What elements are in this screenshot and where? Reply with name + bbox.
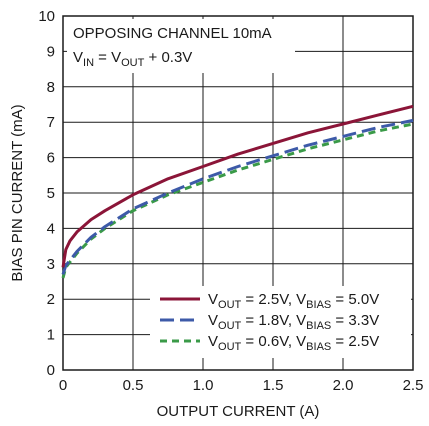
anno2-out-sub: OUT (121, 57, 145, 69)
y-tick-labels: 0 1 2 3 4 5 6 7 8 9 10 (38, 8, 55, 379)
anno2-in-sub: IN (83, 57, 94, 69)
y-axis-title: BIAS PIN CURRENT (mA) (9, 104, 26, 281)
legend-entry: VOUT = 0.6V, VBIAS = 2.5V (208, 333, 379, 353)
series-line (61, 104, 414, 268)
series-line (61, 118, 414, 275)
annotation-line-2: VIN = VOUT + 0.3V (73, 49, 192, 69)
anno2-eq: = V (94, 49, 121, 66)
x-tick-labels: 0 0.5 1.0 1.5 2.0 2.5 (59, 377, 424, 394)
legend-entry: VOUT = 2.5V, VBIAS = 5.0V (208, 291, 379, 311)
y-tick-label: 6 (47, 150, 55, 167)
x-tick-label: 0 (59, 377, 67, 394)
y-tick-label: 0 (47, 362, 55, 379)
x-tick-label: 0.5 (123, 377, 144, 394)
series-layer (61, 104, 414, 279)
y-tick-label: 3 (47, 256, 55, 273)
condition-annotation: OPPOSING CHANNEL 10mA VIN = VOUT + 0.3V (67, 19, 295, 73)
annotation-background (67, 19, 295, 73)
anno2-end: + 0.3V (144, 49, 192, 66)
y-tick-label: 8 (47, 79, 55, 96)
x-tick-label: 2.0 (333, 377, 354, 394)
y-tick-label: 9 (47, 43, 55, 60)
legend-entry: VOUT = 1.8V, VBIAS = 3.3V (208, 312, 379, 332)
y-tick-label: 2 (47, 291, 55, 308)
y-tick-label: 4 (47, 220, 55, 237)
x-tick-label: 1.0 (193, 377, 214, 394)
x-tick-label: 2.5 (403, 377, 424, 394)
anno2-v: V (73, 49, 83, 66)
plot-frame (62, 15, 414, 371)
y-tick-label: 1 (47, 327, 55, 344)
y-tick-label: 7 (47, 114, 55, 131)
y-tick-label: 5 (47, 185, 55, 202)
x-axis-title: OUTPUT CURRENT (A) (157, 403, 320, 420)
y-tick-label: 10 (38, 8, 55, 25)
annotation-line-1: OPPOSING CHANNEL 10mA (73, 25, 272, 42)
series-line (61, 122, 414, 279)
x-tick-label: 1.5 (263, 377, 284, 394)
